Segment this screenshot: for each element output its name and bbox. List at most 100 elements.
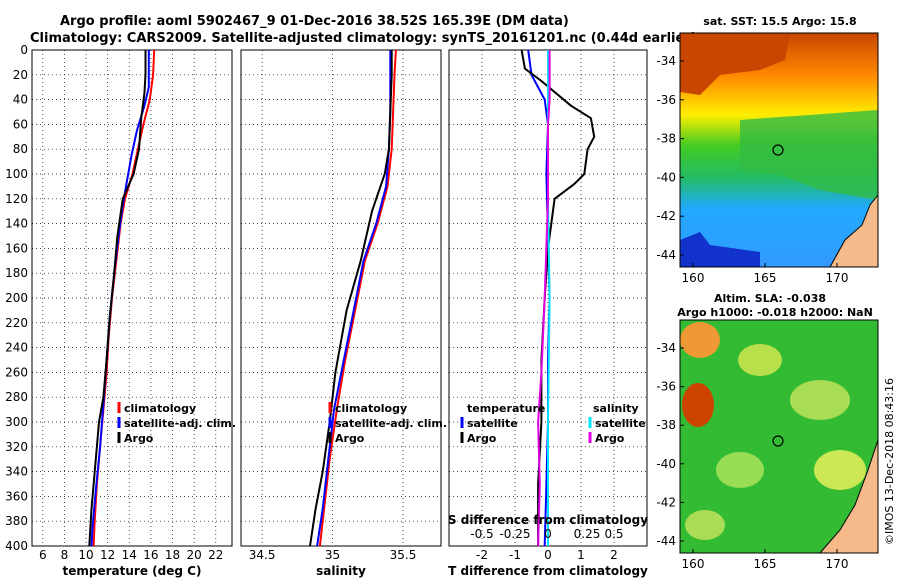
- y-tick-label: 300: [5, 415, 28, 429]
- y-tick-label: 60: [13, 117, 28, 131]
- difference-xlabel: T difference from climatology: [448, 564, 648, 578]
- axis-ticks: 6 8 10 12 14 16 18 20 22 34.5 35 35.5 -2 -1 0 1 2-0.5 -0.…: [5, 43, 623, 562]
- y-tick-label: 180: [5, 266, 28, 280]
- salinity-grid: [241, 49, 441, 547]
- legend-title-salinity: salinity: [593, 402, 639, 415]
- sla-map-title2: Argo h1000: -0.018 h2000: NaN: [677, 306, 873, 319]
- map-lat-label: -36: [656, 93, 676, 107]
- y-tick-label: 100: [5, 167, 28, 181]
- x-tick-label-salinity: 0.25: [574, 527, 601, 541]
- x-tick-label: 35.5: [390, 548, 417, 562]
- coastline: [829, 194, 878, 267]
- sst-map-title: sat. SST: 15.5 Argo: 15.8: [703, 15, 856, 28]
- x-tick-label: 16: [143, 548, 158, 562]
- sla-patch: [814, 450, 866, 490]
- series-line-argo: [309, 50, 393, 546]
- map-lon-label: 165: [754, 557, 777, 571]
- salinity-series: [309, 50, 397, 546]
- legend-label-t-satellite: satellite: [467, 417, 518, 430]
- series-line-salinity-argo: [537, 50, 551, 546]
- difference-series: [520, 50, 596, 546]
- salinity-legend: climatology satellite-adj. clim. Argo: [328, 402, 447, 445]
- coastline: [819, 439, 878, 553]
- x-tick-label-salinity: -0.25: [499, 527, 530, 541]
- x-tick-label: 35: [325, 548, 340, 562]
- y-tick-label: 40: [13, 93, 28, 107]
- x-tick-label: 12: [100, 548, 115, 562]
- x-tick-label: 20: [187, 548, 202, 562]
- legend-label-climatology: climatology: [124, 402, 196, 415]
- y-tick-label: 380: [5, 514, 28, 528]
- map-lon-label: 170: [826, 271, 849, 285]
- map-lat-label: -34: [656, 341, 676, 355]
- x-tick-label-salinity: -0.5: [470, 527, 493, 541]
- map-lat-label: -42: [656, 209, 676, 223]
- map-lon-label: 160: [682, 557, 705, 571]
- x-tick-label: 10: [78, 548, 93, 562]
- sst-green-patch: [740, 110, 878, 200]
- sst-map-frame: [679, 32, 879, 268]
- x-tick-label: -1: [509, 548, 521, 562]
- x-tick-label: 6: [39, 548, 47, 562]
- y-tick-label: 400: [5, 539, 28, 553]
- sst-cold-patch: [680, 232, 760, 267]
- x-tick-label: 14: [122, 548, 137, 562]
- series-line-argo: [88, 50, 147, 546]
- sla-peak-patch: [682, 383, 714, 427]
- map-lon-label: 170: [826, 557, 849, 571]
- y-tick-label: 140: [5, 217, 28, 231]
- series-line-satellite-adj-clim-: [90, 50, 150, 546]
- legend-label-t-argo: Argo: [467, 432, 497, 445]
- map-lat-label: -40: [656, 170, 676, 184]
- sla-high-patch: [680, 322, 720, 358]
- x-tick-label: -2: [476, 548, 488, 562]
- y-tick-label: 0: [20, 43, 28, 57]
- y-tick-label: 120: [5, 192, 28, 206]
- map-lon-label: 165: [754, 271, 777, 285]
- x-tick-label: 22: [208, 548, 223, 562]
- y-tick-label: 240: [5, 341, 28, 355]
- map-lon-label: 160: [682, 271, 705, 285]
- y-tick-label: 360: [5, 489, 28, 503]
- series-line-climatology: [318, 50, 397, 546]
- y-tick-label: 80: [13, 142, 28, 156]
- map-lat-label: -44: [656, 248, 676, 262]
- legend-title-temperature: temperature: [467, 402, 545, 415]
- legend-label-argo: Argo: [124, 432, 154, 445]
- y-tick-label: 280: [5, 390, 28, 404]
- x-tick-label-salinity: 0: [544, 527, 552, 541]
- x-tick-label: 0: [544, 548, 552, 562]
- map-lat-label: -38: [656, 132, 676, 146]
- difference-legend: temperature salinity satellite Argo sate…: [460, 402, 646, 445]
- legend-label-s-satellite: satellite: [595, 417, 646, 430]
- sst-warm-patch: [680, 33, 790, 95]
- map-ticks: -34 -36 -38 -40 -42 -44 160 165 170 -34 -36 -38 -40 -…: [656, 54, 848, 571]
- figure-title-line1: Argo profile: aoml 5902467_9 01-Dec-2016…: [60, 14, 569, 29]
- legend-label-s-argo: Argo: [595, 432, 625, 445]
- sla-map-frame: [679, 319, 879, 554]
- x-tick-label: 1: [577, 548, 585, 562]
- map-lat-label: -42: [656, 495, 676, 509]
- x-tick-label: 18: [165, 548, 180, 562]
- sla-patch: [716, 452, 764, 488]
- sla-patch: [738, 344, 782, 376]
- map-lat-label: -34: [656, 54, 676, 68]
- s-difference-label: S difference from climatology: [448, 513, 648, 527]
- figure-title-line2: Climatology: CARS2009. Satellite-adjuste…: [30, 31, 697, 46]
- map-lat-label: -38: [656, 418, 676, 432]
- sla-map-title1: Altim. SLA: -0.038: [714, 292, 826, 305]
- difference-grid: [449, 49, 647, 547]
- credit-stamp: ©IMOS 13-Dec-2018 08:43:16: [883, 378, 896, 545]
- y-tick-label: 220: [5, 316, 28, 330]
- temperature-series: [88, 50, 156, 546]
- sla-patch: [685, 510, 725, 540]
- x-tick-label: 2: [610, 548, 618, 562]
- x-tick-label: 8: [61, 548, 69, 562]
- y-tick-label: 20: [13, 68, 28, 82]
- temperature-grid: [32, 49, 232, 547]
- sla-patch: [790, 380, 850, 420]
- x-tick-label: 34.5: [249, 548, 276, 562]
- argo-location-marker: [772, 144, 784, 156]
- y-tick-label: 260: [5, 365, 28, 379]
